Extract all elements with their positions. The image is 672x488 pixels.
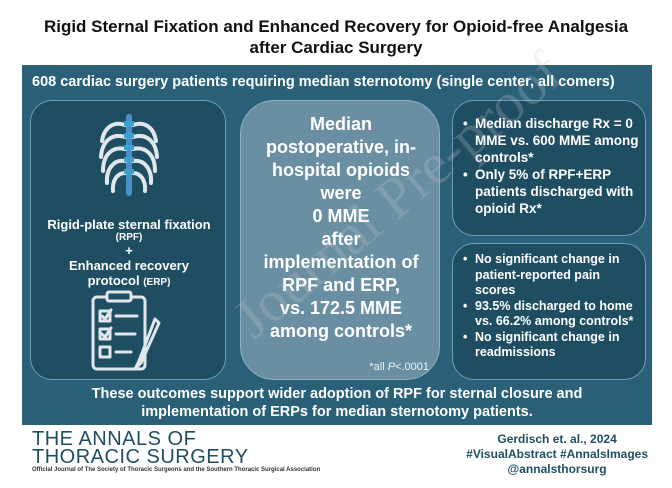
p-value-note: *all P<.0001 — [369, 361, 429, 373]
checklist-icon — [91, 290, 161, 371]
journal-subtitle: Official Journal of The Society of Thora… — [32, 467, 321, 473]
list-item: Only 5% of RPF+ERP patients discharged w… — [463, 166, 643, 217]
erp-abbr: (ERP) — [143, 277, 171, 288]
rpf-abbr: (RPF) — [115, 232, 143, 243]
conclusion-banner: These outcomes support wider adoption of… — [22, 381, 652, 425]
primary-outcome-text: Median postoperative, in- hospital opioi… — [241, 113, 441, 343]
intervention-label: Rigid-plate sternal fixation (RPF) + Enh… — [31, 217, 227, 290]
outcome-line: Median — [309, 114, 372, 134]
outcome-line: were — [320, 183, 362, 203]
page-title: Rigid Sternal Fixation and Enhanced Reco… — [0, 16, 672, 58]
list-item: No significant change in readmissions — [463, 330, 643, 361]
discharge-outcome-box: Median discharge Rx = 0 MME vs. 600 MME … — [452, 100, 646, 236]
conclusion-line-1: These outcomes support wider adoption of… — [91, 386, 583, 402]
secondary-list: No significant change in patient-reporte… — [463, 252, 643, 361]
citation-block: Gerdisch et. al., 2024 #VisualAbstract #… — [466, 432, 648, 477]
p-symbol: P — [387, 361, 396, 373]
plus-sign: + — [125, 243, 133, 258]
discharge-list: Median discharge Rx = 0 MME vs. 600 MME … — [463, 115, 643, 217]
list-item: 93.5% discharged to home vs. 66.2% among… — [463, 299, 643, 330]
erp-line-2: protocol (ERP) — [31, 273, 227, 290]
list-item: Median discharge Rx = 0 MME vs. 600 MME … — [463, 115, 643, 166]
erp-protocol: protocol — [87, 273, 140, 288]
journal-line-1: THE ANNALS OF — [32, 428, 197, 450]
p-value-suffix: <.0001 — [395, 361, 429, 373]
title-line-2: after Cardiac Surgery — [249, 38, 423, 57]
outcome-line: among controls* — [269, 321, 412, 341]
conclusion-line-2: implementation of ERPs for median sterno… — [141, 404, 533, 420]
hashtags: #VisualAbstract #AnnalsImages — [466, 447, 648, 461]
twitter-handle: @annalsthorsurg — [507, 462, 607, 476]
rpf-line: Rigid-plate sternal fixation — [47, 217, 211, 232]
outcome-line: after — [321, 229, 361, 249]
citation: Gerdisch et. al., 2024 — [497, 432, 617, 446]
outcome-line: vs. 172.5 MME — [279, 298, 403, 318]
outcome-line: implementation of — [263, 252, 419, 272]
outcome-line: RPF and ERP, — [282, 275, 400, 295]
journal-logo: THE ANNALS OF THORACIC SURGERY — [32, 428, 249, 468]
secondary-outcome-box: No significant change in patient-reporte… — [452, 243, 646, 380]
journal-line-2: THORACIC SURGERY — [32, 446, 249, 468]
ribcage-icon — [99, 114, 159, 196]
outcome-line: 0 MME — [312, 206, 370, 226]
outcome-line: hospital opioids — [272, 160, 410, 180]
erp-line: Enhanced recovery — [69, 258, 189, 273]
primary-outcome-box: Median postoperative, in- hospital opioi… — [240, 100, 440, 380]
title-line-1: Rigid Sternal Fixation and Enhanced Reco… — [43, 17, 629, 36]
outcome-line: postoperative, in- — [265, 137, 417, 157]
list-item: No significant change in patient-reporte… — [463, 252, 643, 299]
study-banner: 608 cardiac surgery patients requiring m… — [32, 74, 615, 90]
intervention-box: Rigid-plate sternal fixation (RPF) + Enh… — [30, 100, 226, 380]
p-value-prefix: *all — [369, 361, 388, 373]
